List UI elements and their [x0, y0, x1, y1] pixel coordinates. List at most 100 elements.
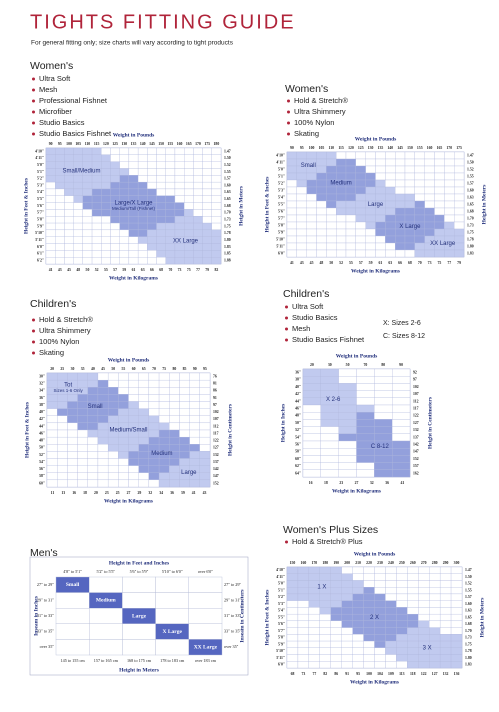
grid-cell [91, 175, 102, 183]
top-tick-label: 155 [167, 142, 173, 146]
grid-cell [137, 154, 148, 162]
right-tick-label: 1.50 [224, 156, 231, 160]
left-tick-label: 5'0" [278, 167, 285, 171]
grid-cell [82, 250, 93, 258]
row-label: 27" to 29" [224, 582, 241, 587]
top-tick-label: 140 [387, 146, 393, 150]
grid-cell [320, 419, 339, 427]
grid-cell [110, 188, 120, 196]
grid-cell [45, 236, 56, 244]
grid-cell [365, 158, 376, 167]
right-tick-label: 1.85 [224, 252, 231, 256]
grid-cell [91, 236, 102, 244]
grid-cell [45, 257, 56, 265]
grid-cell [148, 394, 160, 402]
bottom-tick-label: 57 [113, 268, 117, 272]
grid-cell [356, 419, 375, 427]
grid-cell [87, 479, 99, 488]
table-cell [188, 576, 223, 593]
grid-cell [363, 607, 375, 615]
bottom-tick-label: 86 [334, 672, 338, 676]
section-heading: Women's [285, 83, 328, 95]
grid-cell [414, 249, 425, 258]
grid-cell [363, 640, 375, 648]
grid-cell [302, 469, 321, 478]
grid-cell [199, 479, 211, 488]
bullet-dot [285, 540, 288, 544]
right-tick-label: 122 [413, 414, 419, 418]
grid-cell [97, 458, 109, 466]
grid-cell [73, 209, 83, 217]
grid-cell [319, 627, 331, 635]
grid-cell [156, 209, 166, 217]
grid-cell [179, 429, 190, 438]
bullet-dot [32, 351, 35, 355]
grid-cell [450, 620, 463, 628]
grid-cell [296, 151, 307, 160]
grid-cell [356, 433, 375, 442]
bottom-label: 145 to 155 cm [61, 658, 86, 663]
grid-cell [82, 154, 93, 162]
grid-cell [286, 566, 299, 574]
grid-cell [374, 433, 393, 442]
bottom-tick-label: 66 [398, 261, 402, 265]
bottom-tick-label: 113 [399, 672, 405, 676]
grid-cell [308, 661, 320, 669]
grid-cell [320, 368, 339, 377]
grid-cell [365, 193, 376, 202]
grid-cell [326, 200, 337, 209]
grid-cell [179, 394, 190, 402]
grid-cell [429, 607, 441, 615]
grid-cell [352, 654, 364, 662]
right-tick-label: 1.73 [467, 223, 474, 227]
grid-cell [128, 181, 139, 190]
top-tick-label: 65 [142, 367, 146, 371]
top-tick-label: 130 [368, 146, 374, 150]
grid-cell [404, 165, 415, 174]
grid-cell [407, 661, 419, 669]
grid-cell [46, 444, 58, 452]
grid-cell [45, 181, 56, 190]
grid-cell [64, 181, 74, 190]
left-tick-label: 38" [295, 378, 301, 382]
grid-cell [189, 429, 200, 438]
grid-cell [286, 654, 299, 662]
top-tick-label: 250 [399, 561, 405, 565]
right-tick-label: 1.65 [224, 197, 231, 201]
grid-cell [57, 415, 68, 424]
right-tick-label: 1.65 [465, 615, 472, 619]
grid-cell [107, 472, 119, 481]
grid-cell [385, 249, 396, 258]
grid-cell [91, 243, 102, 251]
row-label: 27" to 29" [37, 582, 54, 587]
grid-cell [158, 415, 170, 424]
bottom-tick-label: 73 [302, 672, 306, 676]
grid-cell [148, 472, 160, 481]
grid-cell [128, 394, 139, 402]
grid-cell [82, 236, 93, 244]
grid-cell [128, 458, 139, 466]
grid-cell [374, 368, 393, 377]
grid-cell [82, 209, 93, 217]
grid-cell [326, 228, 337, 237]
top-tick-label: 260 [410, 561, 416, 565]
column-label: 5'6" to 5'9" [130, 569, 149, 574]
bottom-tick-label: 32 [370, 481, 374, 485]
right-tick-label: 1.80 [224, 238, 231, 242]
grid-cell [202, 181, 212, 190]
zone-label: X Large [399, 224, 421, 230]
bullet-dot [32, 329, 35, 333]
right-tick-label: 1.47 [467, 153, 474, 157]
grid-cell [286, 573, 299, 581]
grid-cell [174, 209, 185, 217]
grid-cell [202, 175, 212, 183]
grid-cell [82, 229, 93, 237]
zone-label: Medium [151, 451, 172, 457]
section-heading: Women's [30, 60, 73, 72]
left-tick-label: 52" [295, 428, 301, 432]
grid-cell [320, 412, 339, 420]
grid-cell [374, 412, 393, 420]
grid-cell [73, 250, 83, 258]
grid-cell [444, 179, 455, 188]
grid-cell [385, 228, 396, 237]
